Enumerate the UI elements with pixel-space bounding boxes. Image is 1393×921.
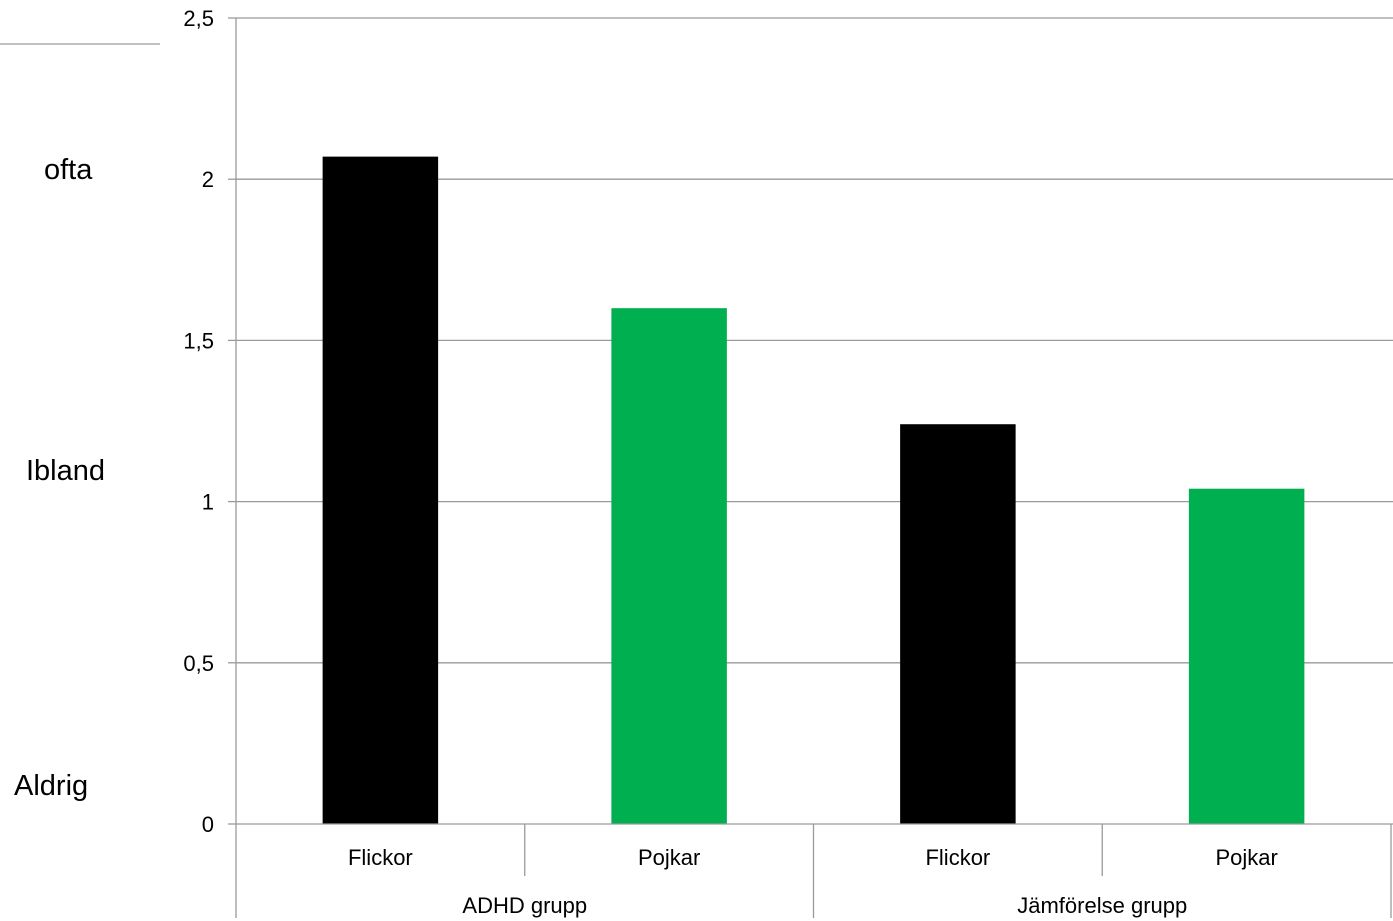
y-tick-label: 1,5: [183, 328, 214, 353]
group-label: ADHD grupp: [462, 893, 587, 918]
side-label-ibland: Ibland: [26, 454, 106, 487]
y-tick-label: 2: [202, 167, 214, 192]
y-tick-label: 0: [202, 812, 214, 837]
tick-labels: 0 0,5 1 1,5 2 2,5 Flickor Pojkar Flickor Pojkar AD…: [183, 6, 1277, 918]
side-label-aldrig: Aldrig: [14, 770, 89, 802]
bar: [900, 424, 1016, 824]
side-label-ofta: ofta: [44, 154, 93, 187]
bar: [611, 308, 727, 824]
y-tick-label: 1: [202, 490, 214, 515]
category-label: Pojkar: [1215, 845, 1277, 870]
y-tick-label: 2,5: [183, 6, 214, 31]
bars: [322, 156, 1305, 824]
axes: [228, 17, 1393, 918]
category-label: Flickor: [925, 845, 990, 870]
category-label: Pojkar: [638, 845, 700, 870]
group-label: Jämförelse grupp: [1017, 893, 1187, 918]
category-label: Flickor: [348, 845, 413, 870]
bar: [1188, 488, 1305, 824]
y-tick-label: 0,5: [183, 651, 214, 676]
bar: [322, 156, 439, 824]
